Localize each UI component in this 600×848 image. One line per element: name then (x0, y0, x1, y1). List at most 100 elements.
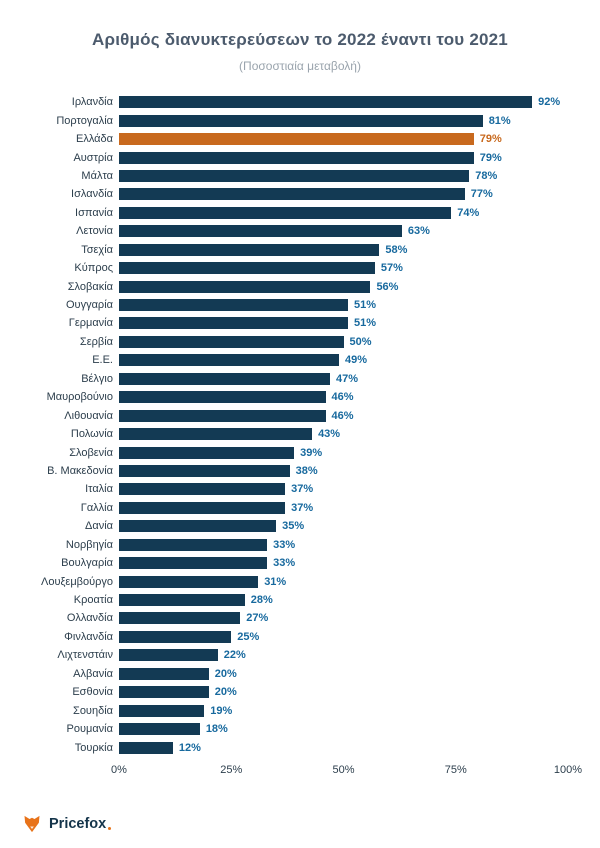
chart-row: Ολλανδία 27% (20, 609, 568, 627)
chart-row: Μαυροβούνιο 46% (20, 388, 568, 406)
bar-track: 18% (119, 723, 568, 736)
chart-row: Ισπανία 74% (20, 204, 568, 222)
bar-track: 79% (119, 133, 568, 146)
chart-row: Κύπρος 57% (20, 259, 568, 277)
bar (119, 335, 344, 348)
bar (119, 299, 348, 312)
bar-highlighted (119, 133, 474, 146)
value-label: 39% (300, 446, 323, 459)
bar (119, 538, 268, 551)
value-label: 51% (353, 299, 377, 312)
x-tick: 50% (332, 763, 355, 776)
bar-track: 47% (119, 372, 568, 385)
category-label: Σλοβενία (69, 446, 113, 459)
bar (119, 280, 371, 293)
chart-row: Λιχτενστάιν 22% (20, 646, 568, 664)
chart-row: Ισλανδία 77% (20, 185, 568, 203)
bar-track: 51% (119, 299, 568, 312)
value-label: 49% (345, 354, 368, 367)
value-label: 37% (291, 483, 314, 496)
chart-row: Τσεχία 58% (20, 241, 568, 259)
category-label: Κύπρος (74, 262, 113, 275)
bar (119, 483, 286, 496)
bar (119, 704, 205, 717)
chart-row: Βουλγαρία 33% (20, 554, 568, 572)
bar-track: 20% (119, 667, 568, 680)
bar-track: 92% (119, 96, 568, 109)
bar-track: 58% (119, 243, 568, 256)
chart-rows: Ιρλανδία 92% Πορτογαλία 81% Ελλάδα 79% Αυστρία… (0, 93, 600, 757)
chart-row: Ιρλανδία 92% (20, 93, 568, 111)
value-label: 19% (210, 704, 233, 717)
bar-track: 78% (119, 169, 568, 182)
chart-container: Αριθμός διανυκτερεύσεων το 2022 έναντι τ… (0, 30, 600, 848)
brand-name: Pricefox (49, 816, 107, 832)
bar (119, 391, 326, 404)
category-label: Λετονία (76, 225, 113, 238)
bar-track: 31% (119, 575, 568, 588)
category-label: Σλοβακία (67, 280, 113, 293)
category-label: Φινλανδία (64, 630, 113, 643)
value-label: 46% (331, 391, 354, 404)
bar (119, 151, 474, 164)
value-label: 22% (223, 649, 246, 662)
value-label: 81% (488, 114, 511, 127)
bar (119, 243, 380, 256)
value-label: 27% (246, 612, 269, 625)
bar-track: 43% (119, 428, 568, 441)
value-label: 63% (407, 225, 430, 238)
chart-row: Ελλάδα 79% (20, 130, 568, 148)
brand-dot (108, 827, 112, 830)
x-tick: 25% (220, 763, 243, 776)
bar-track: 50% (119, 335, 568, 348)
value-label: 25% (237, 630, 260, 643)
bar-track: 37% (119, 501, 568, 514)
chart-row: Εσθονία 20% (20, 683, 568, 701)
value-label: 50% (349, 335, 372, 348)
value-label: 33% (273, 538, 296, 551)
bar (119, 594, 245, 607)
value-label: 37% (291, 501, 314, 514)
bar-track: 56% (119, 280, 568, 293)
value-label: 92% (538, 96, 561, 109)
category-label: Δανία (84, 520, 113, 533)
chart-row: Κροατία 28% (20, 591, 568, 609)
category-label: Σουηδία (73, 704, 113, 717)
bar (119, 464, 290, 477)
value-label: 12% (178, 741, 201, 754)
bar-track: 74% (119, 206, 568, 219)
chart-row: Ιταλία 37% (20, 480, 568, 498)
value-label: 46% (331, 409, 354, 422)
bar-track: 77% (119, 188, 568, 201)
chart-row: Νορβηγία 33% (20, 536, 568, 554)
value-label: 20% (214, 667, 237, 680)
bar-track: 57% (119, 262, 568, 275)
category-label: Λουξεμβούργο (41, 575, 113, 588)
chart-row: Ουγγαρία 51% (20, 296, 568, 314)
category-label: Σερβία (79, 335, 113, 348)
chart-row: Αυστρία 79% (20, 148, 568, 166)
x-tick: 0% (111, 763, 127, 776)
category-label: Λιθουανία (64, 409, 113, 422)
bar (119, 649, 218, 662)
category-label: Ιρλανδία (71, 96, 113, 109)
bar (119, 354, 339, 367)
chart-row: Τουρκία 12% (20, 738, 568, 756)
category-label: Λιχτενστάιν (57, 649, 113, 662)
value-label: 31% (264, 575, 287, 588)
bar (119, 501, 286, 514)
chart-row: Ρουμανία 18% (20, 720, 568, 738)
bar-track: 63% (119, 225, 568, 238)
chart-row: Σερβία 50% (20, 333, 568, 351)
category-label: Γερμανία (68, 317, 113, 330)
x-tick: 100% (553, 763, 583, 776)
value-label: 43% (318, 428, 341, 441)
bar-track: 19% (119, 704, 568, 717)
value-label: 79% (479, 133, 502, 146)
category-label: Βουλγαρία (61, 557, 113, 570)
category-label: Νορβηγία (65, 538, 113, 551)
category-label: Ολλανδία (66, 612, 113, 625)
chart-row: Γαλλία 37% (20, 499, 568, 517)
bar (119, 206, 452, 219)
bar-track: 81% (119, 114, 568, 127)
